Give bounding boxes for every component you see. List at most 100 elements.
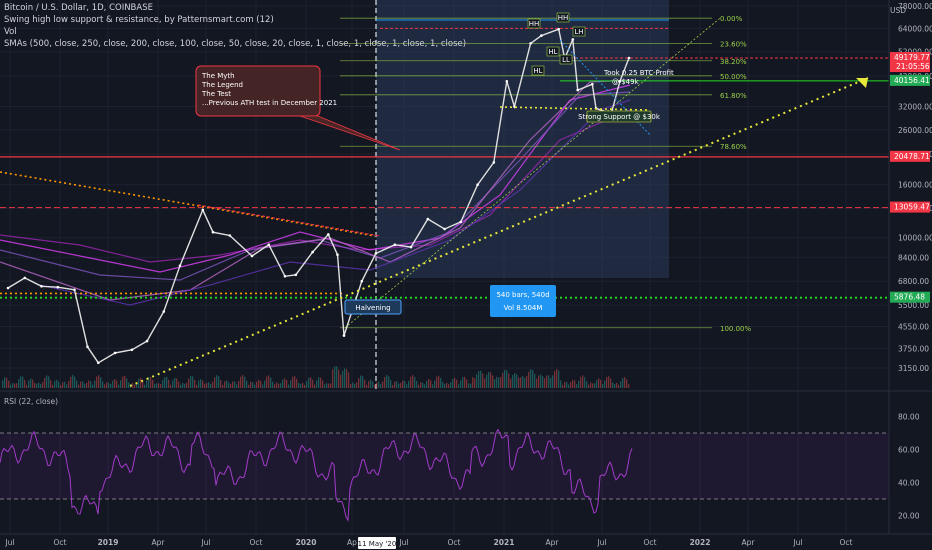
price-tag-value: 20478.71 (894, 152, 930, 161)
price-series (6, 27, 631, 365)
volume-bar (238, 380, 240, 388)
volume-bar (498, 377, 500, 388)
volume-bar (332, 369, 334, 388)
volume-bar (100, 377, 102, 388)
volume-bar (222, 384, 224, 388)
price-point (557, 27, 560, 31)
fib-level-label: 38.20% (720, 58, 747, 66)
volume-bar (340, 374, 342, 388)
volume-bar (80, 381, 82, 388)
volume-bar (280, 383, 282, 388)
volume-bar (410, 376, 412, 388)
volume-bar (172, 380, 174, 388)
volume-bar (420, 382, 422, 388)
legend-indicator-sma[interactable]: SMAs (500, close, 250, close, 200, close… (4, 39, 467, 49)
time-tick-label: 2022 (690, 538, 711, 547)
volume-bar (424, 384, 426, 388)
volume-bar (400, 383, 402, 388)
volume-bar (298, 382, 300, 388)
volume-bar (580, 376, 582, 388)
volume-bar (192, 376, 194, 388)
volume-bar (84, 383, 86, 388)
volume-bar (226, 380, 228, 388)
volume-bar (442, 382, 444, 388)
halvening-text: Halvening (355, 304, 390, 312)
volume-bar (524, 377, 526, 388)
rsi-tick-label: 60.00 (898, 446, 920, 455)
myth-text-line: The Test (201, 90, 231, 98)
volume-bar (230, 384, 232, 388)
volume-bar (626, 379, 628, 388)
volume-bar (252, 382, 254, 388)
volume-bar (24, 379, 26, 388)
myth-text-line: The Myth (201, 72, 235, 80)
price-tag: 5876.48 (890, 291, 930, 303)
rsi-label[interactable]: RSI (22, close) (4, 397, 58, 406)
volume-bar (486, 374, 488, 388)
volume-bar (12, 383, 14, 388)
volume-bar (502, 372, 504, 388)
volume-bar (610, 378, 612, 388)
volume-bar (532, 370, 534, 388)
volume-bar (374, 384, 376, 388)
volume-bar (300, 383, 302, 388)
volume-bar (550, 378, 552, 388)
legend-indicator-vol[interactable]: Vol (4, 27, 17, 37)
volume-bar (54, 380, 56, 388)
price-point (228, 234, 232, 237)
volume-bars (2, 366, 630, 388)
volume-bar (96, 376, 98, 388)
volume-bar (484, 378, 486, 388)
volume-bar (126, 378, 128, 388)
price-point (571, 38, 575, 41)
volume-bar (602, 384, 604, 388)
time-tick-label: Oct (840, 538, 853, 547)
volume-bar (318, 377, 320, 388)
volume-bar (218, 376, 220, 388)
volume-bar (220, 380, 222, 388)
volume-bar (146, 380, 148, 388)
volume-bar (112, 380, 114, 388)
volume-bar (370, 379, 372, 388)
profit-text-line2: @ $49k (612, 78, 640, 86)
volume-bar (6, 377, 8, 388)
volume-bar (262, 384, 264, 388)
volume-bar (162, 380, 164, 388)
volume-bar (254, 384, 256, 388)
volume-bar (422, 382, 424, 388)
volume-bar (536, 378, 538, 388)
volume-bar (190, 375, 192, 388)
legend-indicator-swing[interactable]: Swing high low support & resistance, by … (4, 15, 274, 25)
time-axis[interactable]: Jul Oct 2019 Apr Jul Oct 2020 Ap Jul Oct 2021 Apr Ju… (4, 537, 853, 549)
volume-bar (28, 380, 30, 388)
volume-bar (216, 375, 218, 388)
date-tag-label: 11 May '20 (358, 540, 397, 548)
volume-bar (598, 378, 600, 388)
volume-bar (382, 381, 384, 388)
volume-bar (290, 380, 292, 388)
volume-bar (496, 376, 498, 388)
volume-bar (408, 380, 410, 388)
volume-bar (432, 384, 434, 388)
volume-bar (454, 377, 456, 388)
volume-bar (116, 380, 118, 388)
volume-bar (178, 381, 180, 388)
volume-bar (604, 380, 606, 388)
volume-bar (564, 382, 566, 388)
volume-bar (228, 382, 230, 388)
time-tick-label: Oct (54, 538, 67, 547)
volume-bar (556, 369, 558, 388)
volume-bar (22, 376, 24, 388)
volume-bar (572, 379, 574, 388)
fib-level-label: 50.00% (720, 73, 747, 81)
volume-bar (158, 383, 160, 388)
legend-title[interactable]: Bitcoin / U.S. Dollar, 1D, COINBASE (4, 3, 153, 13)
volume-bar (188, 378, 190, 388)
volume-bar (458, 384, 460, 388)
volume-bar (182, 382, 184, 388)
halvening-label[interactable]: Halvening (344, 299, 402, 315)
time-tick-label: 2019 (98, 538, 119, 547)
volume-bar (92, 384, 94, 388)
